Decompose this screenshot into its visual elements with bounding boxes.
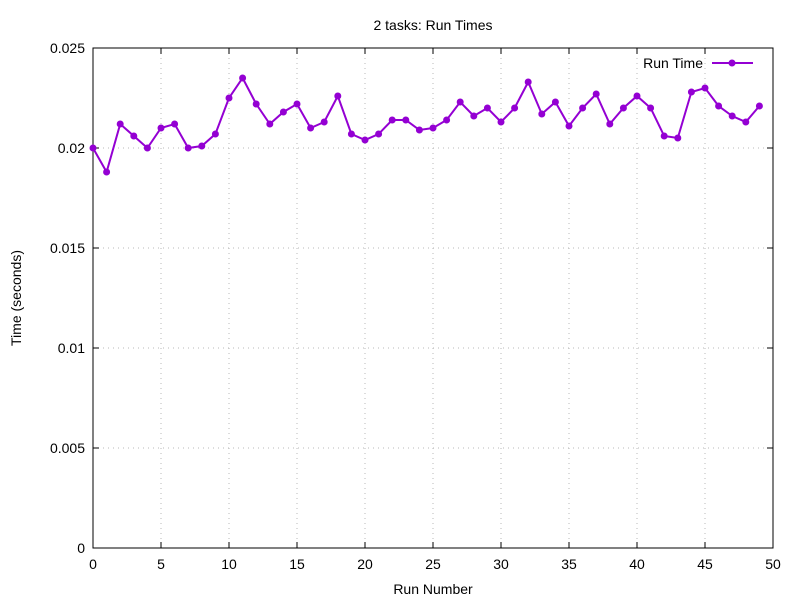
legend-label: Run Time: [643, 55, 703, 71]
data-point: [456, 98, 464, 106]
data-point: [211, 130, 219, 138]
data-point: [402, 116, 410, 124]
x-tick-label: 15: [289, 556, 305, 572]
data-point: [497, 118, 505, 126]
y-tick-labels: 0 0.005 0.01 0.015 0.02 0.025: [50, 40, 85, 556]
data-point: [130, 132, 138, 140]
data-point: [184, 144, 192, 152]
x-tick-label: 0: [89, 556, 97, 572]
data-point: [347, 130, 355, 138]
x-tick-label: 40: [629, 556, 645, 572]
data-point: [307, 124, 315, 132]
data-point: [606, 120, 614, 128]
data-point: [524, 78, 532, 86]
data-point: [647, 104, 655, 112]
data-point: [171, 120, 179, 128]
y-tick-label: 0: [77, 540, 85, 556]
x-tick-label: 5: [157, 556, 165, 572]
data-point: [279, 108, 287, 116]
legend: Run Time: [643, 55, 753, 71]
data-point: [239, 74, 247, 82]
data-point: [728, 112, 736, 120]
data-point: [443, 116, 451, 124]
data-point: [592, 90, 600, 98]
data-point: [225, 94, 233, 102]
data-point: [375, 130, 383, 138]
x-tick-label: 25: [425, 556, 441, 572]
data-point: [293, 100, 301, 108]
data-point: [742, 118, 750, 126]
data-point: [266, 120, 274, 128]
y-tick-label: 0.02: [58, 140, 85, 156]
data-point: [252, 100, 260, 108]
data-point: [579, 104, 587, 112]
data-point: [116, 120, 124, 128]
data-point: [89, 144, 97, 152]
data-point: [198, 142, 206, 150]
data-point: [361, 136, 369, 144]
x-tick-label: 20: [357, 556, 373, 572]
y-axis-title: Time (seconds): [8, 250, 24, 346]
grid: [93, 48, 773, 548]
data-point: [388, 116, 396, 124]
series-line: [92, 76, 761, 175]
axis-ticks: [92, 47, 774, 549]
data-point: [143, 144, 151, 152]
data-point: [415, 126, 423, 134]
data-point: [429, 124, 437, 132]
x-tick-labels: 0 5 10 15 20 25 30 35 40 45 50: [89, 556, 781, 572]
data-point: [483, 104, 491, 112]
data-point: [715, 102, 723, 110]
data-point: [551, 98, 559, 106]
data-point: [701, 84, 709, 92]
data-point: [511, 104, 519, 112]
data-point: [470, 112, 478, 120]
y-tick-label: 0.005: [50, 440, 85, 456]
data-point: [565, 122, 573, 130]
series: [89, 74, 763, 176]
y-tick-label: 0.015: [50, 240, 85, 256]
x-tick-label: 30: [493, 556, 509, 572]
chart-title: 2 tasks: Run Times: [373, 17, 492, 33]
data-point: [103, 168, 111, 176]
data-point: [633, 92, 641, 100]
x-tick-label: 45: [697, 556, 713, 572]
x-tick-label: 50: [765, 556, 781, 572]
x-tick-label: 10: [221, 556, 237, 572]
x-tick-label: 35: [561, 556, 577, 572]
data-point: [660, 132, 668, 140]
data-point: [674, 134, 682, 142]
data-point: [334, 92, 342, 100]
data-point: [755, 102, 763, 110]
legend-marker: [728, 59, 736, 67]
data-point: [687, 88, 695, 96]
data-point: [538, 110, 546, 118]
y-tick-label: 0.025: [50, 40, 85, 56]
data-point: [157, 124, 165, 132]
data-point: [320, 118, 328, 126]
data-point: [619, 104, 627, 112]
y-tick-label: 0.01: [58, 340, 85, 356]
x-axis-title: Run Number: [393, 581, 473, 597]
